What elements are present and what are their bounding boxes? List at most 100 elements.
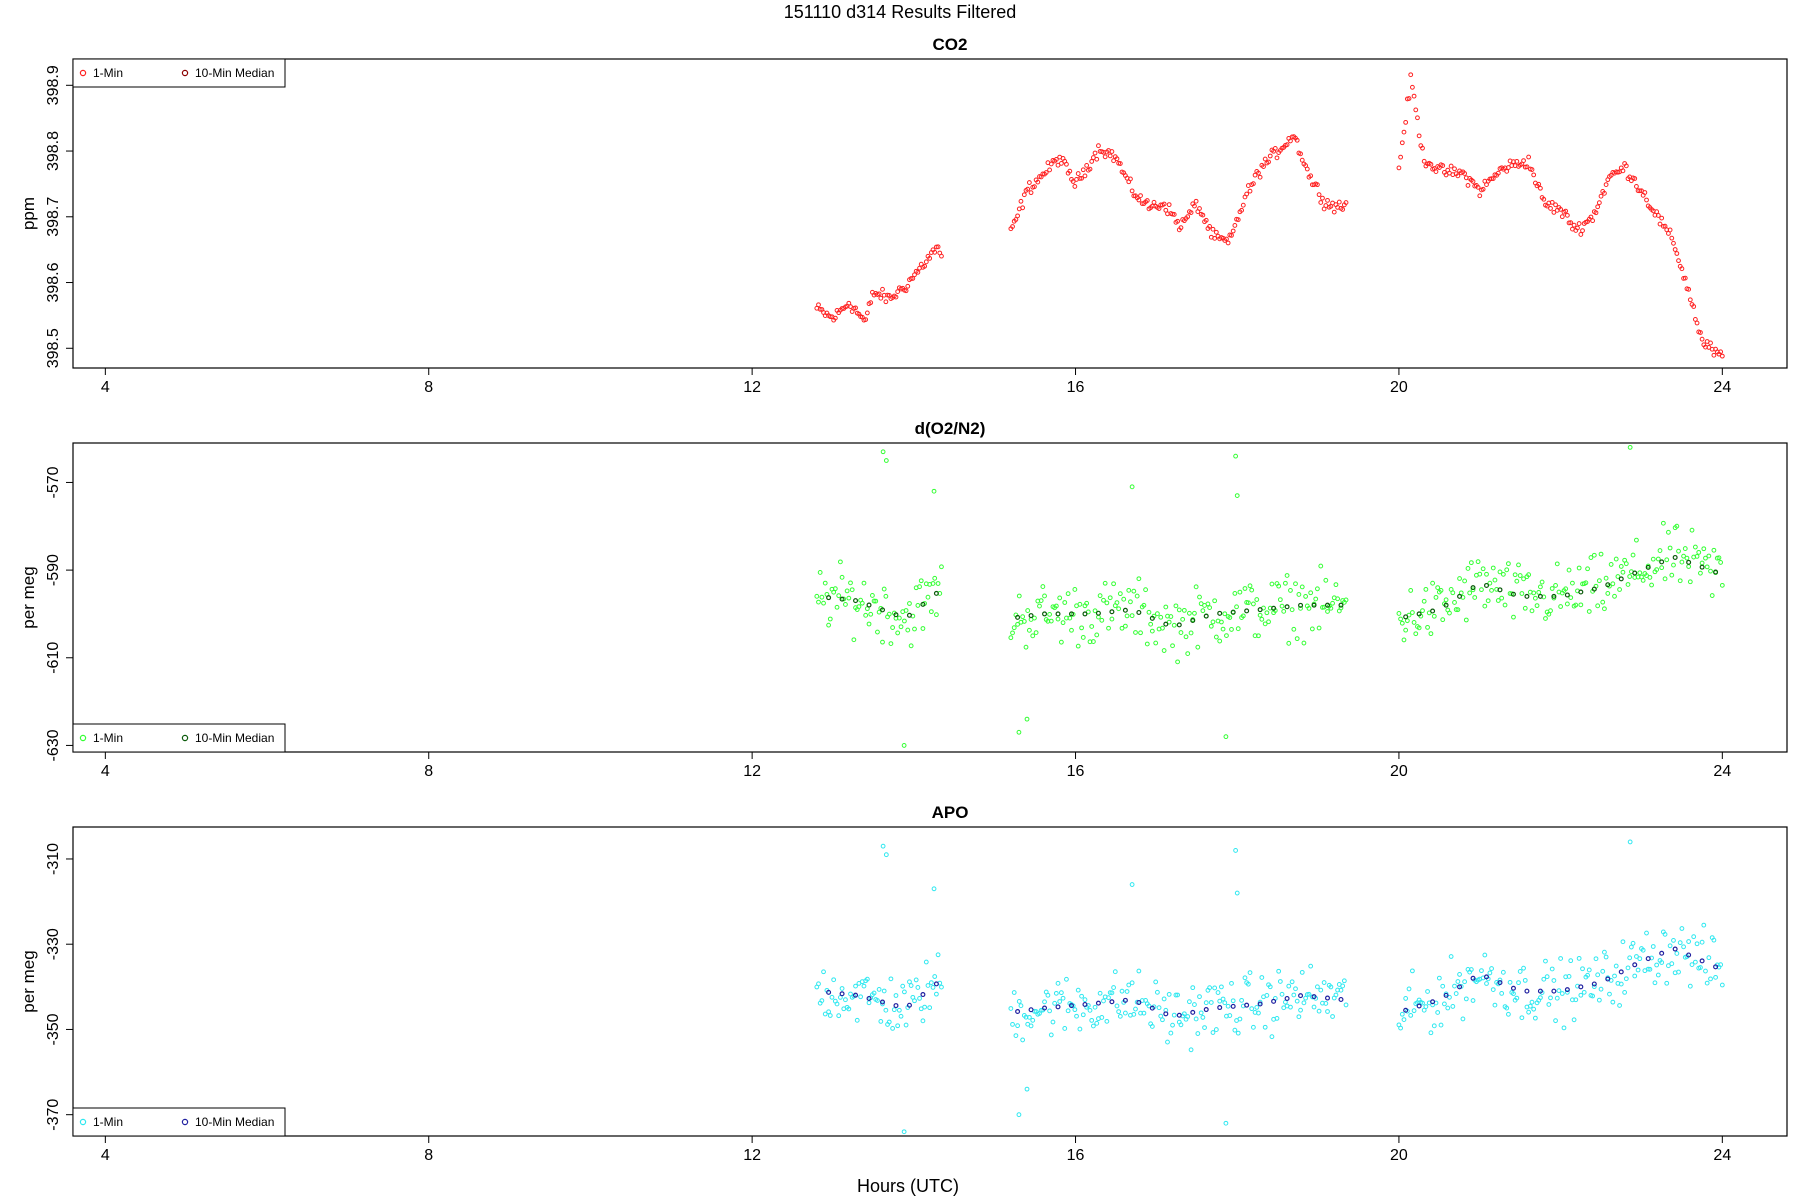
data-point — [1409, 968, 1415, 974]
data-point — [1138, 630, 1143, 636]
y-axis-label: ppm — [19, 197, 38, 230]
data-point — [1213, 634, 1219, 640]
data-point — [1208, 1000, 1214, 1005]
data-point — [908, 276, 914, 281]
data-point — [1408, 72, 1414, 78]
data-point — [1654, 962, 1660, 968]
data-point — [1647, 966, 1653, 972]
data-point — [866, 621, 872, 627]
data-point — [1102, 154, 1108, 160]
data-point — [816, 599, 821, 605]
data-point — [1694, 941, 1700, 947]
data-point — [1037, 603, 1042, 609]
data-point — [1479, 587, 1484, 593]
data-point — [1030, 1017, 1036, 1023]
data-point — [1438, 1022, 1444, 1028]
x-tick-label: 12 — [743, 1147, 761, 1164]
median-point — [1325, 995, 1331, 1001]
data-point — [1603, 954, 1609, 960]
data-point — [1691, 934, 1697, 940]
data-point — [1541, 976, 1547, 982]
data-point — [1261, 164, 1266, 170]
data-point — [1531, 172, 1537, 178]
data-point — [1178, 1022, 1184, 1028]
data-point — [1514, 995, 1520, 1001]
data-point — [934, 612, 939, 618]
data-point — [1116, 606, 1122, 612]
x-tick-label: 20 — [1390, 379, 1408, 396]
y-axis-label: per meg — [19, 566, 38, 628]
data-point — [1396, 165, 1402, 171]
median-point — [1591, 981, 1597, 987]
legend-marker — [79, 734, 87, 742]
data-point — [1485, 598, 1491, 604]
data-point — [1435, 585, 1441, 590]
data-point — [1607, 991, 1612, 997]
data-point — [1015, 1023, 1020, 1029]
data-point — [1436, 975, 1442, 981]
data-point — [1399, 620, 1405, 626]
data-point — [1011, 625, 1017, 631]
data-point — [1674, 523, 1680, 529]
data-point — [1245, 600, 1251, 606]
data-point — [1293, 581, 1298, 587]
data-point — [1250, 1024, 1256, 1030]
median-point — [1095, 610, 1101, 616]
data-point — [1435, 1010, 1441, 1015]
data-point — [876, 987, 882, 992]
data-point — [1114, 600, 1120, 606]
data-point — [1671, 938, 1676, 943]
data-point — [1591, 984, 1597, 990]
data-point — [1079, 993, 1084, 999]
data-point — [1075, 171, 1081, 176]
data-point — [1234, 890, 1240, 896]
data-point — [922, 263, 928, 269]
data-point — [1433, 169, 1439, 174]
data-point — [895, 630, 901, 636]
data-point — [1101, 998, 1106, 1004]
data-point — [826, 622, 832, 628]
data-point — [1170, 643, 1175, 649]
data-point — [1718, 560, 1724, 565]
data-point — [1559, 991, 1565, 996]
legend-marker — [79, 1118, 87, 1126]
median-point — [1484, 974, 1490, 980]
median-point — [893, 612, 899, 618]
data-point — [1623, 163, 1629, 169]
data-point — [1062, 600, 1068, 605]
data-point — [907, 979, 912, 985]
data-point — [1067, 615, 1073, 621]
data-point — [1512, 572, 1518, 578]
data-point — [846, 1006, 852, 1012]
data-point — [1551, 595, 1557, 601]
median-point — [1136, 609, 1142, 615]
data-point — [1183, 634, 1189, 640]
data-point — [1564, 601, 1570, 607]
median-point — [1457, 593, 1463, 599]
data-point — [1671, 240, 1676, 246]
median-point — [1564, 987, 1570, 993]
data-point — [1176, 607, 1182, 613]
data-point — [1338, 987, 1344, 993]
data-point — [1632, 973, 1638, 979]
data-point — [1640, 947, 1646, 953]
data-point — [1452, 983, 1457, 989]
data-point — [1064, 161, 1069, 167]
data-point — [1112, 969, 1118, 975]
data-point — [1281, 608, 1287, 614]
data-point — [1212, 985, 1218, 991]
data-point — [1539, 579, 1545, 585]
data-point — [1156, 206, 1162, 211]
data-point — [834, 604, 840, 610]
median-point — [1537, 988, 1543, 994]
data-point — [1644, 197, 1649, 203]
data-point — [846, 595, 852, 601]
data-point — [896, 1007, 902, 1013]
data-point — [1050, 1019, 1056, 1025]
data-point — [1580, 966, 1585, 972]
data-point — [1220, 626, 1226, 632]
data-point — [1556, 988, 1562, 994]
data-point — [1288, 1004, 1293, 1010]
data-point — [864, 310, 870, 316]
median-point — [1203, 1007, 1209, 1013]
